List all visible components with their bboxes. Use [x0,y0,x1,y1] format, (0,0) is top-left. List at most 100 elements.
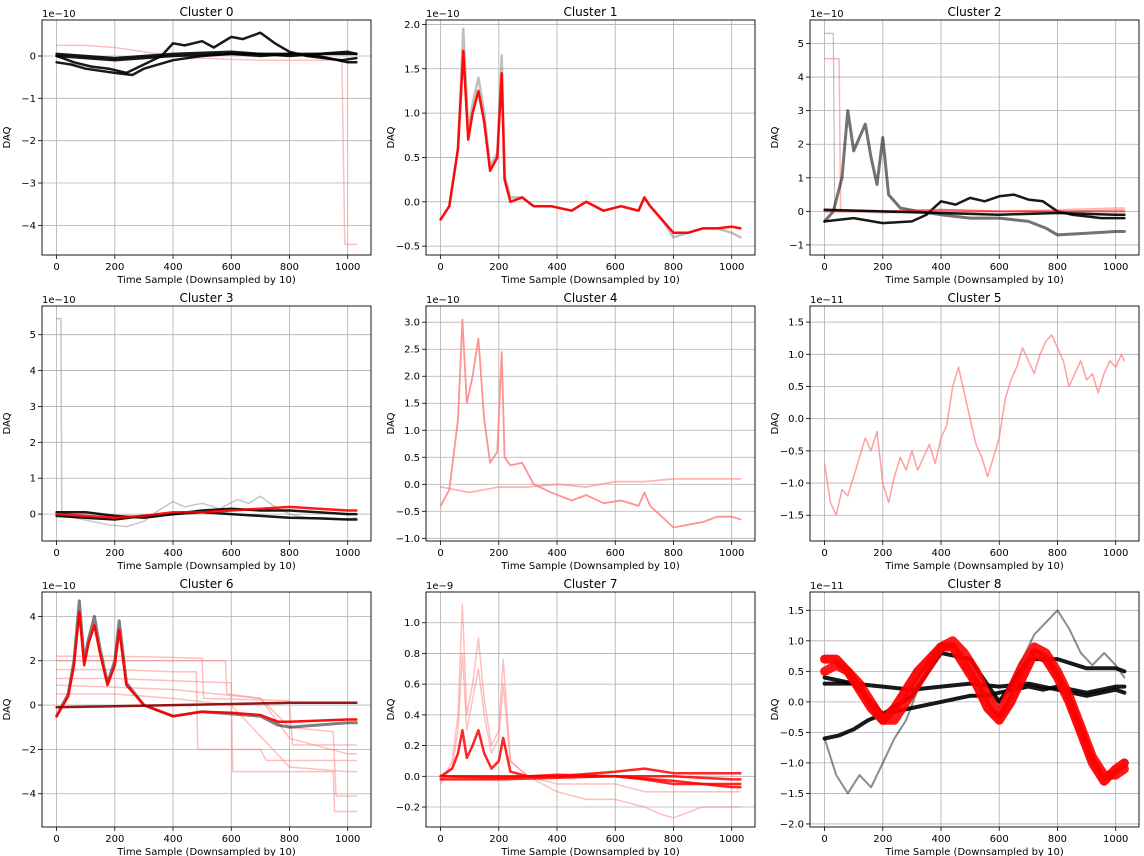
x-tick-label: 0 [53,548,59,559]
series-line [55,668,358,762]
x-tick-label: 1000 [1103,548,1128,559]
y-tick-label: −3 [21,179,36,190]
axis-exponent: 1e−10 [426,295,460,306]
y-tick-label: −0.2 [396,803,420,814]
y-tick-label: −1.0 [780,758,804,769]
x-tick-label: 400 [547,834,566,845]
y-tick-label: 1.5 [788,318,804,329]
x-tick-label: 1000 [335,548,360,559]
x-tick-label: 800 [664,834,683,845]
y-tick-label: 1.0 [404,618,420,629]
series-group [439,603,742,819]
y-tick-label: 3.0 [404,318,420,329]
panel-cluster-3: 0 200 400 600 800 1000 0 1 2 3 4 5 1e−10 Cluster 3 Tim… [2,291,372,572]
axis-exponent: 1e−10 [42,295,76,306]
x-axis-label: Time Sample (Downsampled by 10) [884,847,1064,856]
x-tick-label: 1000 [1103,262,1128,273]
y-tick-label: −1 [789,240,804,251]
y-axis-label: DAQ [386,126,397,148]
y-axis-label: DAQ [770,126,781,148]
plot-area [426,20,755,255]
axes-frame [809,591,1140,828]
y-tick-label: −0.5 [396,242,420,253]
x-tick-label: 600 [990,548,1009,559]
plot-area [810,306,1139,541]
y-tick-label: −2 [21,745,36,756]
x-axis-label: Time Sample (Downsampled by 10) [116,275,296,286]
y-tick-label: 0.4 [404,710,420,721]
x-axis-label: Time Sample (Downsampled by 10) [116,561,296,572]
y-tick-label: 1.0 [404,426,420,437]
plot-area [810,592,1139,827]
x-axis-label: Time Sample (Downsampled by 10) [116,847,296,856]
y-tick-label: 0.8 [404,649,420,660]
series-line [439,477,742,494]
x-axis-label: Time Sample (Downsampled by 10) [500,275,680,286]
x-tick-label: 200 [105,548,124,559]
y-tick-label: 4 [30,366,36,377]
series-line [55,52,358,62]
x-tick-label: 0 [437,548,443,559]
x-tick-label: 400 [163,834,182,845]
x-tick-label: 0 [821,548,827,559]
series-line [439,603,742,819]
series-line [820,642,1129,786]
y-tick-label: −1.0 [780,479,804,490]
y-tick-label: 2 [798,140,804,151]
axis-exponent: 1e−11 [810,581,844,592]
y-tick-label: 0.0 [788,414,804,425]
x-tick-label: 1000 [719,834,744,845]
y-tick-label: 1.5 [404,399,420,410]
y-axis-label: DAQ [2,412,13,434]
y-tick-label: −2 [21,136,36,147]
y-tick-label: −4 [21,789,36,800]
y-tick-label: −0.5 [396,507,420,518]
chart-title: Cluster 6 [179,577,233,591]
x-axis-label: Time Sample (Downsampled by 10) [884,275,1064,286]
series-line [439,652,742,793]
series-line [55,655,358,746]
series-group [55,31,358,246]
x-tick-label: 0 [821,834,827,845]
y-tick-label: 0.0 [404,480,420,491]
x-tick-label: 800 [664,262,683,273]
x-tick-label: 0 [53,834,59,845]
x-tick-label: 1000 [719,262,744,273]
x-tick-label: 200 [873,262,892,273]
series-line [55,511,358,521]
panel-cluster-4: 0 200 400 600 800 1000 −1.0 −0.5 0.0 0.5 1.0 1.5 2.0… [386,291,756,572]
axes-frame [41,305,372,542]
y-tick-label: 1 [30,474,36,485]
y-tick-label: 1.5 [788,606,804,617]
x-tick-label: 400 [163,548,182,559]
x-tick-label: 600 [606,834,625,845]
y-tick-label: −1.0 [396,534,420,545]
series-group [55,599,358,813]
axis-exponent: 1e−9 [426,581,453,592]
chart-title: Cluster 3 [179,291,233,305]
series-line [823,109,1126,237]
x-tick-label: 800 [280,548,299,559]
y-tick-label: 0.5 [788,382,804,393]
y-tick-label: 2.5 [404,345,420,356]
y-tick-label: 0.5 [788,667,804,678]
x-tick-label: 400 [931,262,950,273]
x-tick-label: 1000 [1103,834,1128,845]
axes-frame [425,19,756,256]
chart-title: Cluster 4 [563,291,617,305]
panel-cluster-7: 0 200 400 600 800 1000 −0.2 0.0 0.2 0.4 0.6 0.8 1.0 1… [386,577,756,856]
x-tick-label: 1000 [719,548,744,559]
y-tick-label: 1 [798,173,804,184]
x-tick-label: 600 [222,262,241,273]
y-tick-label: −1.5 [780,511,804,522]
x-tick-label: 400 [547,262,566,273]
x-tick-label: 800 [1048,834,1067,845]
axes-frame [809,19,1140,256]
panel-cluster-0: 0 200 400 600 800 1000 −4 −3 −2 −1 0 1e−10 Cluster 0… [2,5,372,286]
x-tick-label: 800 [1048,262,1067,273]
series-group [55,317,358,528]
axis-exponent: 1e−11 [810,295,844,306]
series-group [823,334,1126,516]
y-tick-label: −1 [21,94,36,105]
y-tick-label: 0.2 [404,741,420,752]
